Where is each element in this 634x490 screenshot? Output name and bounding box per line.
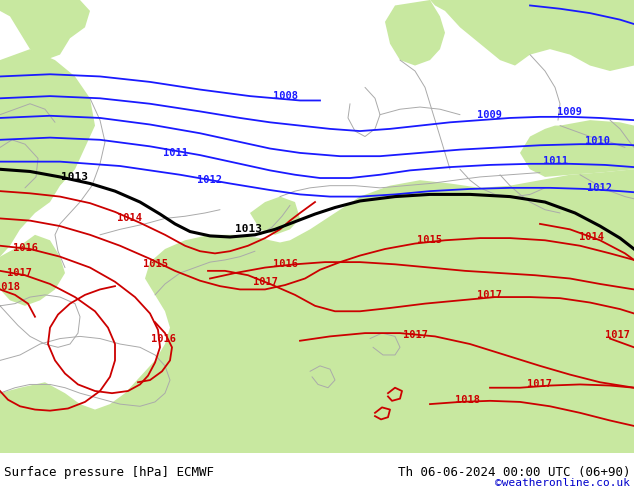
Polygon shape [385, 0, 445, 66]
Text: 1018: 1018 [0, 282, 20, 292]
Text: Surface pressure [hPa] ECMWF: Surface pressure [hPa] ECMWF [4, 466, 214, 479]
Text: 1014: 1014 [579, 232, 604, 242]
Text: 1017: 1017 [252, 277, 278, 287]
Text: 1016: 1016 [13, 243, 37, 253]
Text: 1018: 1018 [455, 395, 481, 405]
Text: 1017: 1017 [403, 330, 427, 340]
Text: 1017: 1017 [604, 330, 630, 340]
Text: 1016: 1016 [150, 334, 176, 343]
Text: 1010: 1010 [586, 136, 611, 146]
Polygon shape [0, 0, 90, 60]
Polygon shape [0, 235, 65, 306]
Text: 1013: 1013 [235, 224, 261, 234]
Text: Th 06-06-2024 00:00 UTC (06+90): Th 06-06-2024 00:00 UTC (06+90) [398, 466, 630, 479]
Text: 1014: 1014 [117, 214, 143, 223]
Polygon shape [250, 196, 300, 235]
Text: 1011: 1011 [543, 155, 567, 166]
Polygon shape [0, 137, 40, 191]
Polygon shape [520, 120, 634, 177]
Text: 1012: 1012 [198, 175, 223, 185]
Text: 1009: 1009 [477, 110, 503, 120]
Text: 1017: 1017 [8, 268, 32, 278]
Polygon shape [0, 169, 634, 453]
Text: 1008: 1008 [273, 91, 297, 101]
Text: 1017: 1017 [527, 379, 552, 390]
Text: 1011: 1011 [162, 148, 188, 158]
Text: 1015: 1015 [143, 259, 167, 270]
Text: 1017: 1017 [477, 290, 503, 300]
Text: 1015: 1015 [418, 235, 443, 245]
Polygon shape [430, 0, 634, 71]
Text: ©weatheronline.co.uk: ©weatheronline.co.uk [495, 478, 630, 488]
Text: 1009: 1009 [557, 107, 583, 118]
Text: 1016: 1016 [273, 259, 297, 270]
Text: 1012: 1012 [588, 183, 612, 193]
Text: 1013: 1013 [61, 172, 89, 182]
Polygon shape [0, 49, 95, 257]
